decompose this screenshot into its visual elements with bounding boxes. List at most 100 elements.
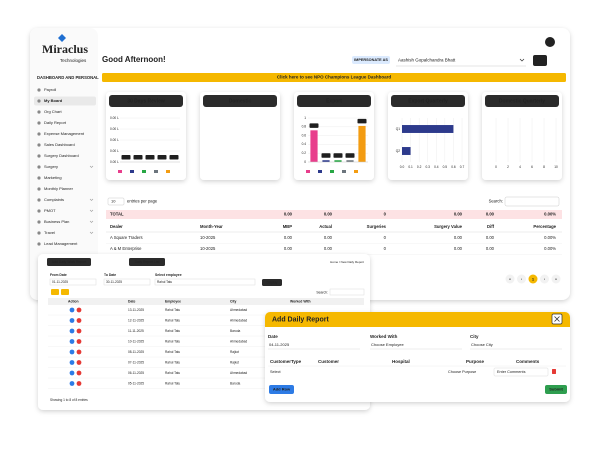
submit-button[interactable]: [545, 385, 567, 394]
length-select[interactable]: [107, 197, 125, 206]
x-tick-label: 8: [543, 165, 545, 169]
page-label[interactable]: ›: [544, 276, 546, 281]
list-cell: Baroda: [230, 329, 241, 333]
column-header: Surgery Value: [434, 224, 463, 229]
add-report-button[interactable]: [47, 258, 91, 266]
sidebar-item[interactable]: Travel: [44, 230, 55, 235]
logo-sub: Technologies: [60, 58, 87, 63]
delete-icon[interactable]: [76, 349, 82, 355]
x-tick-label: 10: [554, 165, 558, 169]
sidebar-item[interactable]: Lead Management: [44, 241, 78, 246]
delete-icon[interactable]: [76, 307, 82, 313]
filter-input[interactable]: [154, 278, 256, 286]
export-button[interactable]: [51, 289, 59, 295]
edit-icon[interactable]: [69, 318, 75, 323]
edit-icon[interactable]: [69, 339, 75, 344]
list-cell: Ahmedabad: [230, 318, 247, 322]
filter-input[interactable]: [49, 278, 97, 286]
sidebar-icon: [37, 231, 41, 235]
edit-icon[interactable]: [69, 328, 75, 334]
edit-icon[interactable]: [69, 370, 75, 376]
search-input[interactable]: [504, 196, 560, 207]
card: [482, 92, 562, 180]
sidebar-item[interactable]: Expense Management: [44, 131, 85, 136]
sidebar-item[interactable]: Business Plan: [44, 219, 69, 224]
delete-icon[interactable]: [76, 370, 82, 376]
sidebar-icon: [37, 209, 41, 213]
trash-icon[interactable]: [552, 369, 556, 374]
card: [388, 92, 468, 180]
banner[interactable]: [102, 73, 566, 82]
delete-icon[interactable]: [76, 381, 82, 386]
page-label[interactable]: «: [509, 276, 512, 281]
field-value[interactable]: Choose City: [471, 342, 493, 347]
sidebar-item[interactable]: Org Chart: [44, 109, 62, 114]
list-cell: Rajkot: [230, 350, 239, 354]
edit-icon[interactable]: [69, 381, 75, 386]
list-cell: Ahmedabad: [230, 371, 247, 375]
comments-input[interactable]: [493, 367, 549, 377]
delete-icon[interactable]: [76, 360, 82, 365]
display-button[interactable]: [262, 279, 282, 286]
column-header: Worked With: [290, 299, 311, 303]
page-button[interactable]: [551, 274, 561, 284]
edit-icon[interactable]: [69, 360, 75, 365]
field-label: Worked With: [370, 334, 398, 339]
export-button[interactable]: [61, 289, 69, 295]
sidebar-item[interactable]: Marketing: [44, 175, 62, 180]
sidebar-item[interactable]: Surgery: [44, 164, 58, 169]
field-value[interactable]: Choose Employee: [371, 342, 404, 347]
delete-icon[interactable]: [76, 328, 82, 334]
list-cell: 05-11-2025: [128, 381, 144, 385]
delete-icon[interactable]: [76, 318, 82, 323]
edit-icon[interactable]: [69, 349, 75, 355]
x-tick-label: 0.0: [400, 165, 405, 169]
card-header: [297, 95, 371, 107]
banner-text[interactable]: Click here to see NPO Champions League D…: [277, 75, 392, 80]
go-button[interactable]: [533, 55, 547, 66]
field-value[interactable]: 04-11-2025: [269, 342, 290, 347]
page-button[interactable]: [540, 274, 549, 284]
edit-icon[interactable]: [69, 307, 75, 313]
sidebar-item[interactable]: PMOT: [44, 208, 56, 213]
sidebar-item[interactable]: Payroll: [44, 87, 56, 92]
page-button[interactable]: [517, 274, 526, 284]
table-cell: 0: [384, 246, 387, 251]
add-row-button[interactable]: [269, 385, 294, 394]
table-cell[interactable]: A Square Traders: [110, 235, 143, 240]
delete-icon[interactable]: [76, 339, 82, 344]
sidebar-item[interactable]: Sales Dashboard: [44, 142, 75, 147]
select-value[interactable]: Select: [270, 370, 281, 374]
list-button[interactable]: [129, 258, 165, 266]
column-header: City: [230, 299, 237, 303]
page-button[interactable]: [528, 274, 538, 284]
page-label[interactable]: 1: [532, 276, 535, 281]
sidebar-item[interactable]: Surgery Dashboard: [44, 153, 79, 158]
x-tick-label: 0.5: [443, 165, 448, 169]
page-label[interactable]: »: [555, 276, 558, 281]
list-cell: Baroda: [230, 381, 241, 385]
sidebar-item[interactable]: My Board: [44, 98, 63, 103]
y-tick-label: 0: [304, 160, 306, 164]
sidebar-item[interactable]: Monthly Planner: [44, 186, 74, 191]
user-select[interactable]: Aashish Gopalchandra Bhatt: [398, 58, 456, 63]
table-cell: 0: [384, 235, 387, 240]
y-tick-label: 0.8: [302, 125, 307, 129]
total-cell: 0.00%: [544, 212, 556, 217]
page-label[interactable]: ‹: [521, 276, 523, 281]
page-button[interactable]: [505, 274, 515, 284]
value-label: 0.00: [147, 155, 153, 159]
x-tick-label: 4: [519, 165, 521, 169]
bar: [358, 125, 366, 162]
sidebar-item[interactable]: Complaints: [44, 197, 64, 202]
list-cell: 08-11-2025: [128, 350, 144, 354]
purpose-value[interactable]: Choose Purpose: [448, 370, 476, 374]
sidebar-item[interactable]: Daily Report: [44, 120, 67, 125]
value-label-bg: [145, 155, 155, 160]
table-cell: 10-2025: [200, 235, 216, 240]
filter-input[interactable]: [103, 278, 151, 286]
table-cell[interactable]: A & M Enterprise: [110, 246, 142, 251]
y-tick-label: Q1: [396, 127, 400, 131]
search-input[interactable]: [329, 288, 365, 296]
